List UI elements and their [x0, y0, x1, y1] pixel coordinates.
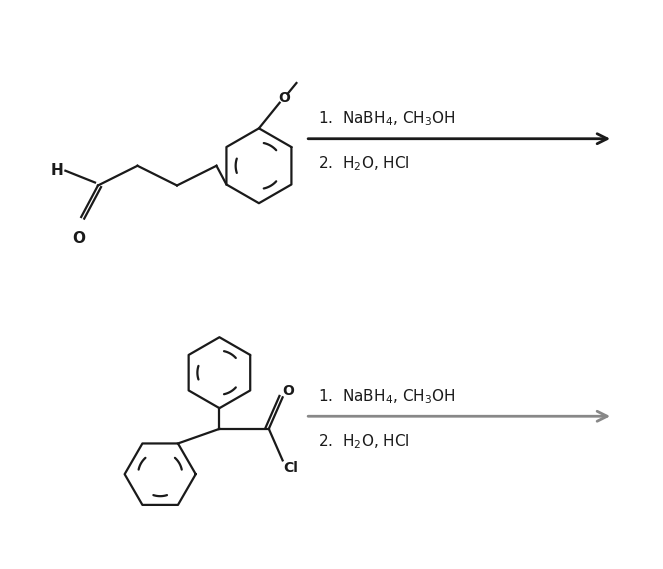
- Text: 2.  H$_2$O, HCl: 2. H$_2$O, HCl: [318, 155, 410, 174]
- Text: O: O: [278, 91, 290, 105]
- Text: 1.  NaBH$_4$, CH$_3$OH: 1. NaBH$_4$, CH$_3$OH: [318, 387, 456, 406]
- Text: Cl: Cl: [283, 461, 298, 475]
- Text: 1.  NaBH$_4$, CH$_3$OH: 1. NaBH$_4$, CH$_3$OH: [318, 110, 456, 129]
- Text: H: H: [50, 163, 64, 178]
- Text: O: O: [73, 231, 86, 246]
- Text: O: O: [282, 385, 294, 398]
- Text: 2.  H$_2$O, HCl: 2. H$_2$O, HCl: [318, 432, 410, 451]
